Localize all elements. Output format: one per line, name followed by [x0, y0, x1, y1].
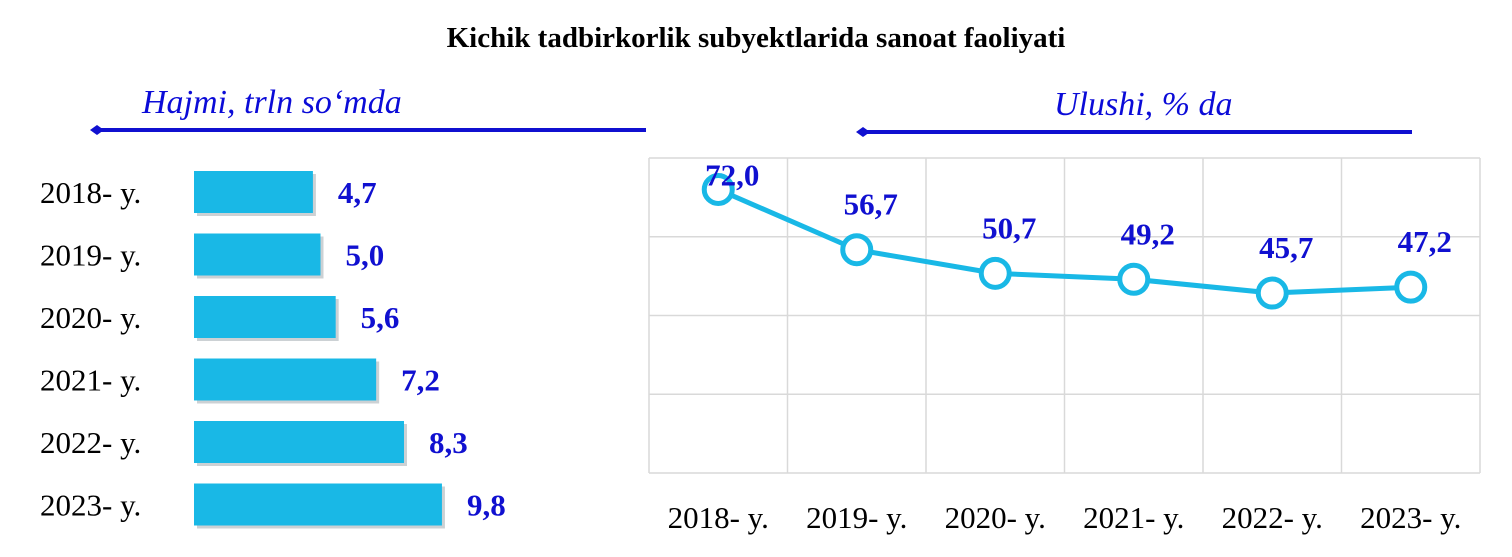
line-x-tick-label: 2018- y.: [668, 500, 769, 535]
bar-value-label: 8,3: [429, 425, 468, 460]
bar-category-label: 2021- y.: [40, 363, 141, 398]
bar: [194, 296, 336, 338]
bar-category-label: 2019- y.: [40, 238, 141, 273]
bar-value-label: 7,2: [401, 363, 440, 398]
line-point: [1394, 270, 1428, 304]
bar-category-label: 2022- y.: [40, 425, 141, 460]
bar-value-label: 5,6: [361, 300, 400, 335]
line-x-tick-label: 2023- y.: [1360, 500, 1461, 535]
line-point: [1255, 276, 1289, 310]
line-x-tick-label: 2019- y.: [806, 500, 907, 535]
line-chart-label: Ulushi, % da: [1054, 86, 1233, 123]
line-value-label: 50,7: [982, 210, 1036, 245]
line-value-label: 72,0: [705, 158, 759, 193]
bar: [194, 421, 404, 463]
line-value-label: 45,7: [1259, 230, 1313, 265]
line-point: [1117, 262, 1151, 296]
line-value-label: 56,7: [844, 187, 898, 222]
bar: [194, 358, 377, 401]
bar-value-label: 4,7: [338, 175, 377, 210]
line-point: [978, 256, 1012, 290]
chart-title: Kichik tadbirkorlik subyektlarida sanoat…: [446, 22, 1066, 54]
line-x-tick-label: 2022- y.: [1222, 500, 1323, 535]
bar-value-label: 5,0: [346, 238, 385, 273]
bar-category-label: 2018- y.: [40, 175, 141, 210]
bar-label-arrow-head: [90, 125, 104, 135]
bar-value-label: 9,8: [467, 488, 506, 523]
line-x-tick-label: 2020- y.: [945, 500, 1046, 535]
line-point: [701, 173, 735, 206]
line-label-arrow-head: [856, 127, 870, 137]
line-value-label: 47,2: [1398, 224, 1452, 259]
line-point: [840, 233, 874, 267]
line-value-label: 49,2: [1121, 216, 1175, 251]
bar: [194, 233, 321, 276]
bar-category-label: 2020- y.: [40, 300, 141, 335]
line-x-tick-label: 2021- y.: [1083, 500, 1184, 535]
line-series: [717, 187, 1411, 296]
bar-category-label: 2023- y.: [40, 488, 141, 523]
bar: [194, 483, 442, 526]
bar: [194, 171, 313, 213]
bar-chart-label: Hajmi, trln so‘mda: [142, 84, 402, 121]
